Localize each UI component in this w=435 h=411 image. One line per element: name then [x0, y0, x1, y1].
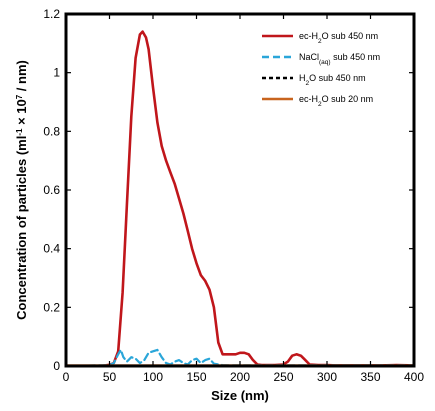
- legend-subscript: (aq): [319, 59, 331, 66]
- legend-text: O sub 20 nm: [322, 94, 374, 104]
- x-tick-label: 0: [63, 370, 70, 384]
- legend-text: NaCl: [299, 52, 319, 62]
- x-tick-label: 100: [143, 370, 163, 384]
- y-axis-title-text: Concentration of particles (ml: [14, 136, 29, 320]
- x-axis-title: Size (nm): [211, 388, 269, 403]
- y-axis-title-superscript: -1: [15, 128, 24, 136]
- x-axis: 0 50 100 150 200 250 300 350 400: [63, 14, 424, 384]
- legend-label-1: ec-H2O sub 450 nm: [299, 31, 378, 45]
- legend-text: H: [299, 73, 306, 83]
- y-tick-label: 0.4: [43, 242, 60, 256]
- legend-text: sub 450 nm: [331, 52, 381, 62]
- legend-subscript: 2: [318, 38, 322, 45]
- y-axis-title-text: × 10: [14, 99, 29, 128]
- y-tick-label: 1.2: [43, 7, 60, 21]
- y-tick-label: 0.2: [43, 300, 60, 314]
- y-axis-title: Concentration of particles (ml-1 × 107 /…: [14, 60, 29, 320]
- legend-text: ec-H: [299, 94, 318, 104]
- legend-subscript: 2: [306, 80, 310, 87]
- y-tick-label: 0.6: [43, 183, 60, 197]
- legend-text: O sub 450 nm: [309, 73, 366, 83]
- x-tick-label: 200: [230, 370, 250, 384]
- x-tick-label: 400: [404, 370, 424, 384]
- x-tick-label: 300: [317, 370, 337, 384]
- y-axis-title-superscript: 7: [15, 94, 24, 99]
- legend-text: O sub 450 nm: [322, 31, 379, 41]
- x-tick-label: 350: [360, 370, 380, 384]
- y-tick-label: 1: [53, 66, 60, 80]
- legend-label-4: ec-H2O sub 20 nm: [299, 94, 373, 108]
- legend-subscript: 2: [318, 101, 322, 108]
- series-line-1: [64, 30, 416, 368]
- legend-label-3: H2O sub 450 nm: [299, 73, 366, 87]
- plot-area: [66, 14, 414, 366]
- y-tick-label: 0.8: [43, 124, 60, 138]
- x-tick-label: 250: [273, 370, 293, 384]
- y-axis: 0 0.2 0.4 0.6 0.8 1 1.2: [43, 7, 414, 373]
- legend-text: ec-H: [299, 31, 318, 41]
- y-axis-title-text: / nm): [14, 60, 29, 95]
- y-tick-label: 0: [53, 359, 60, 373]
- x-tick-label: 50: [103, 370, 117, 384]
- legend-label-2: NaCl(aq) sub 450 nm: [299, 52, 380, 66]
- x-tick-label: 150: [186, 370, 206, 384]
